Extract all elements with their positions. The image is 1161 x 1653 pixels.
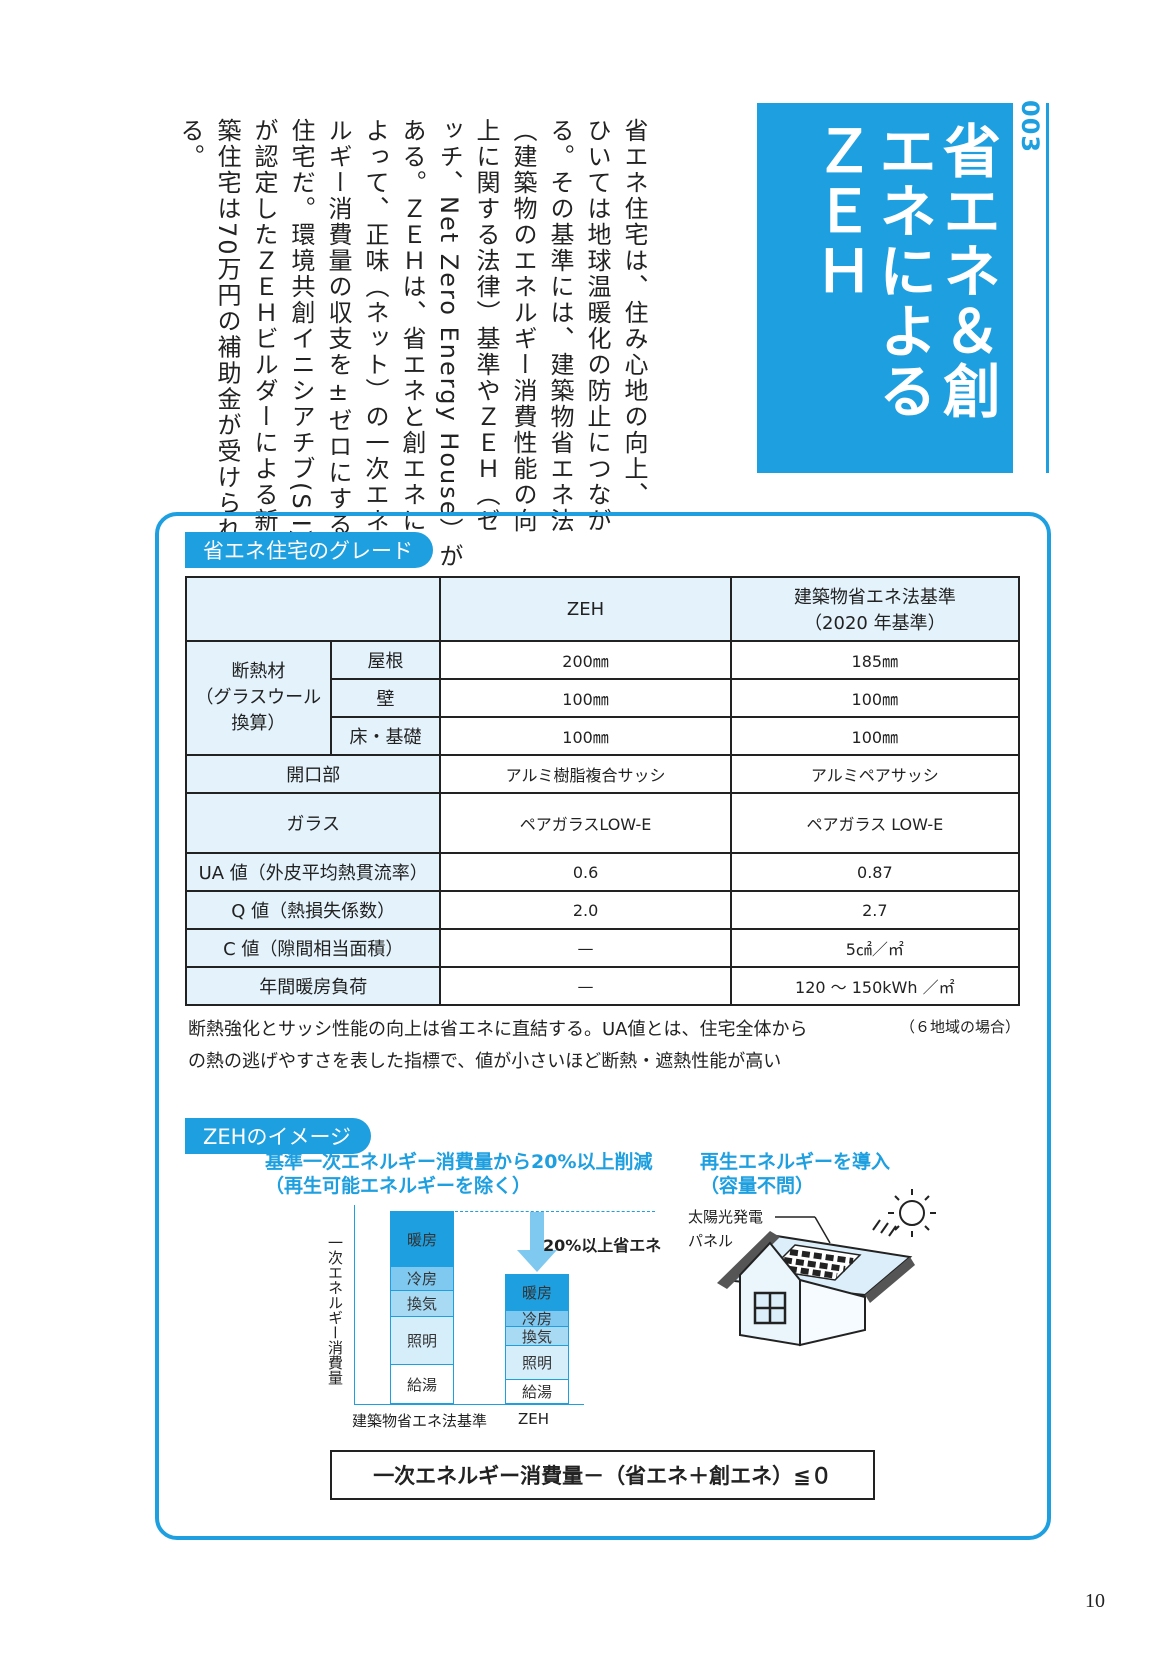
segment-lighting: 照明 bbox=[506, 1346, 568, 1380]
std-value: 100㎜ bbox=[729, 678, 1021, 718]
body-column: ッチ、Net Zero Energy House）が bbox=[435, 118, 463, 570]
row-label: 年間暖房負荷 bbox=[184, 966, 442, 1006]
std-value: 5㎠／㎡ bbox=[729, 928, 1021, 968]
body-column: ルギー消費量の収支を±ゼロにする bbox=[324, 118, 352, 538]
header-zeh: ZEH bbox=[439, 576, 732, 642]
heading-line: 基準一次エネルギー消費量から20%以上削減 bbox=[265, 1151, 653, 1173]
row-label: 床・基礎 bbox=[329, 716, 442, 756]
body-column: ひいては地球温暖化の防止につなが bbox=[583, 118, 611, 534]
row-label: 屋根 bbox=[329, 640, 442, 680]
bar-standard: 暖房 冷房 換気 照明 給湯 bbox=[390, 1211, 454, 1404]
section-rule bbox=[1046, 103, 1049, 473]
arrow-label: 20%以上省エネ bbox=[543, 1236, 662, 1255]
zeh-value: ペアガラスLOW-E bbox=[439, 792, 732, 854]
figure-box bbox=[155, 512, 1051, 1540]
row-label: ガラス bbox=[184, 792, 442, 854]
section-number: 003 bbox=[1016, 100, 1044, 154]
dashed-guide bbox=[455, 1211, 655, 1212]
body-column: 省エネ住宅は、住み心地の向上、 bbox=[620, 118, 648, 508]
heading-line: 再生エネルギーを導入 bbox=[700, 1151, 891, 1173]
body-column: よって、正味（ネット）の一次エネ bbox=[361, 118, 389, 534]
y-axis bbox=[354, 1205, 355, 1405]
left-heading: 基準一次エネルギー消費量から20%以上削減 （再生可能エネルギーを除く） bbox=[265, 1150, 652, 1198]
zeh-value: 200㎜ bbox=[439, 640, 732, 680]
body-column: 築住宅は70万円の補助金が受けられ bbox=[213, 118, 241, 543]
grade-label: 省エネ住宅のグレード bbox=[185, 532, 433, 568]
body-text: 省エネ住宅は、住み心地の向上、 ひいては地球温暖化の防止につなが る。その基準に… bbox=[160, 118, 652, 570]
zeh-value: 0.6 bbox=[439, 852, 732, 892]
segment-lighting: 照明 bbox=[391, 1317, 453, 1365]
body-column: る。その基準には、建築物省エネ法 bbox=[546, 118, 574, 534]
page-number: 10 bbox=[1085, 1590, 1105, 1612]
row-label: 開口部 bbox=[184, 754, 442, 794]
row-label: UA 値（外皮平均熱貫流率） bbox=[184, 852, 442, 892]
zeh-value: 100㎜ bbox=[439, 716, 732, 756]
grade-table: ZEH 建築物省エネ法基準 （2020 年基準） 断熱材 （グラスウール 換算） … bbox=[184, 576, 1021, 1006]
std-value: アルミペアサッシ bbox=[729, 754, 1021, 794]
insulation-line: 断熱材 bbox=[231, 661, 286, 682]
std-value: 185㎜ bbox=[729, 640, 1021, 680]
std-value: 0.87 bbox=[729, 852, 1021, 892]
bar-zeh: 暖房 冷房 換気 照明 給湯 bbox=[505, 1274, 569, 1404]
title-box: 省エネ＆創エネによるＺＥＨ bbox=[757, 103, 1013, 473]
body-column: （建築物のエネルギー消費性能の向 bbox=[509, 118, 537, 534]
bar-label-standard: 建築物省エネ法基準 bbox=[352, 1412, 488, 1430]
body-column: 住宅だ。環境共創イニシアチブ(SII) bbox=[287, 118, 315, 541]
segment-heating: 暖房 bbox=[391, 1212, 453, 1267]
zeh-value: — bbox=[439, 928, 732, 968]
header-std-line2: （2020 年基準） bbox=[804, 613, 946, 634]
zeh-value: 2.0 bbox=[439, 890, 732, 930]
corner-cell bbox=[184, 576, 442, 642]
segment-cooling: 冷房 bbox=[391, 1267, 453, 1291]
panel-label-line: 太陽光発電 bbox=[688, 1208, 764, 1226]
right-heading: 再生エネルギーを導入 （容量不問） bbox=[700, 1150, 890, 1198]
sunlight-arrows-icon bbox=[872, 1219, 897, 1237]
body-column: る。 bbox=[176, 118, 204, 170]
segment-ventilation: 換気 bbox=[391, 1291, 453, 1317]
insulation-line: （グラスウール bbox=[195, 687, 322, 708]
row-label: C 値（隙間相当面積） bbox=[184, 928, 442, 968]
panel-label: 太陽光発電 パネル bbox=[688, 1205, 763, 1253]
table-caption: 断熱強化とサッシ性能の向上は省エネに直結する。UA値とは、住宅全体から の熱の逃… bbox=[188, 1014, 808, 1078]
body-column: が認定したＺＥＨビルダーによる新 bbox=[250, 118, 278, 534]
header-std-line1: 建築物省エネ法基準 bbox=[793, 587, 956, 608]
region-note: （６地域の場合） bbox=[900, 1018, 1021, 1036]
zeh-value: — bbox=[439, 966, 732, 1006]
down-arrow-icon bbox=[517, 1212, 557, 1272]
page-title: 省エネ＆創エネによるＺＥＨ bbox=[805, 121, 1001, 421]
zeh-image-label: ZEHのイメージ bbox=[185, 1118, 372, 1154]
header-std: 建築物省エネ法基準 （2020 年基準） bbox=[729, 576, 1021, 642]
y-axis-label: 一次エネルギー消費量 bbox=[326, 1235, 344, 1385]
caption-line: 断熱強化とサッシ性能の向上は省エネに直結する。UA値とは、住宅全体から bbox=[188, 1019, 808, 1040]
x-axis bbox=[354, 1404, 584, 1405]
row-label: 壁 bbox=[329, 678, 442, 718]
body-column: 上に関する法律）基準やＺＥＨ（ゼ bbox=[472, 118, 500, 534]
panel-label-line: パネル bbox=[688, 1232, 734, 1250]
heading-line: （再生可能エネルギーを除く） bbox=[265, 1175, 532, 1197]
segment-hotwater: 給湯 bbox=[391, 1365, 453, 1403]
formula-box: 一次エネルギー消費量－（省エネ＋創エネ）≦０ bbox=[330, 1450, 875, 1500]
heading-line: （容量不問） bbox=[700, 1175, 815, 1197]
zeh-value: 100㎜ bbox=[439, 678, 732, 718]
std-value: ペアガラス LOW-E bbox=[729, 792, 1021, 854]
insulation-label: 断熱材 （グラスウール 換算） bbox=[185, 640, 332, 756]
segment-cooling: 冷房 bbox=[506, 1310, 568, 1328]
house-illustration bbox=[717, 1189, 936, 1347]
segment-heating: 暖房 bbox=[506, 1275, 568, 1311]
std-value: 2.7 bbox=[729, 890, 1021, 930]
sun-icon bbox=[888, 1189, 936, 1237]
segment-hotwater: 給湯 bbox=[506, 1380, 568, 1403]
segment-ventilation: 換気 bbox=[506, 1327, 568, 1346]
zeh-value: アルミ樹脂複合サッシ bbox=[439, 754, 732, 794]
bar-label-zeh: ZEH bbox=[518, 1410, 550, 1428]
insulation-line: 換算） bbox=[231, 713, 286, 734]
body-column: ある。ＺＥＨは、省エネと創エネに bbox=[398, 118, 426, 534]
caption-line: の熱の逃げやすさを表した指標で、値が小さいほど断熱・遮熱性能が高い bbox=[188, 1051, 782, 1072]
row-label: Q 値（熱損失係数） bbox=[184, 890, 442, 930]
std-value: 120 ～ 150kWh ／㎡ bbox=[729, 966, 1021, 1006]
std-value: 100㎜ bbox=[729, 716, 1021, 756]
